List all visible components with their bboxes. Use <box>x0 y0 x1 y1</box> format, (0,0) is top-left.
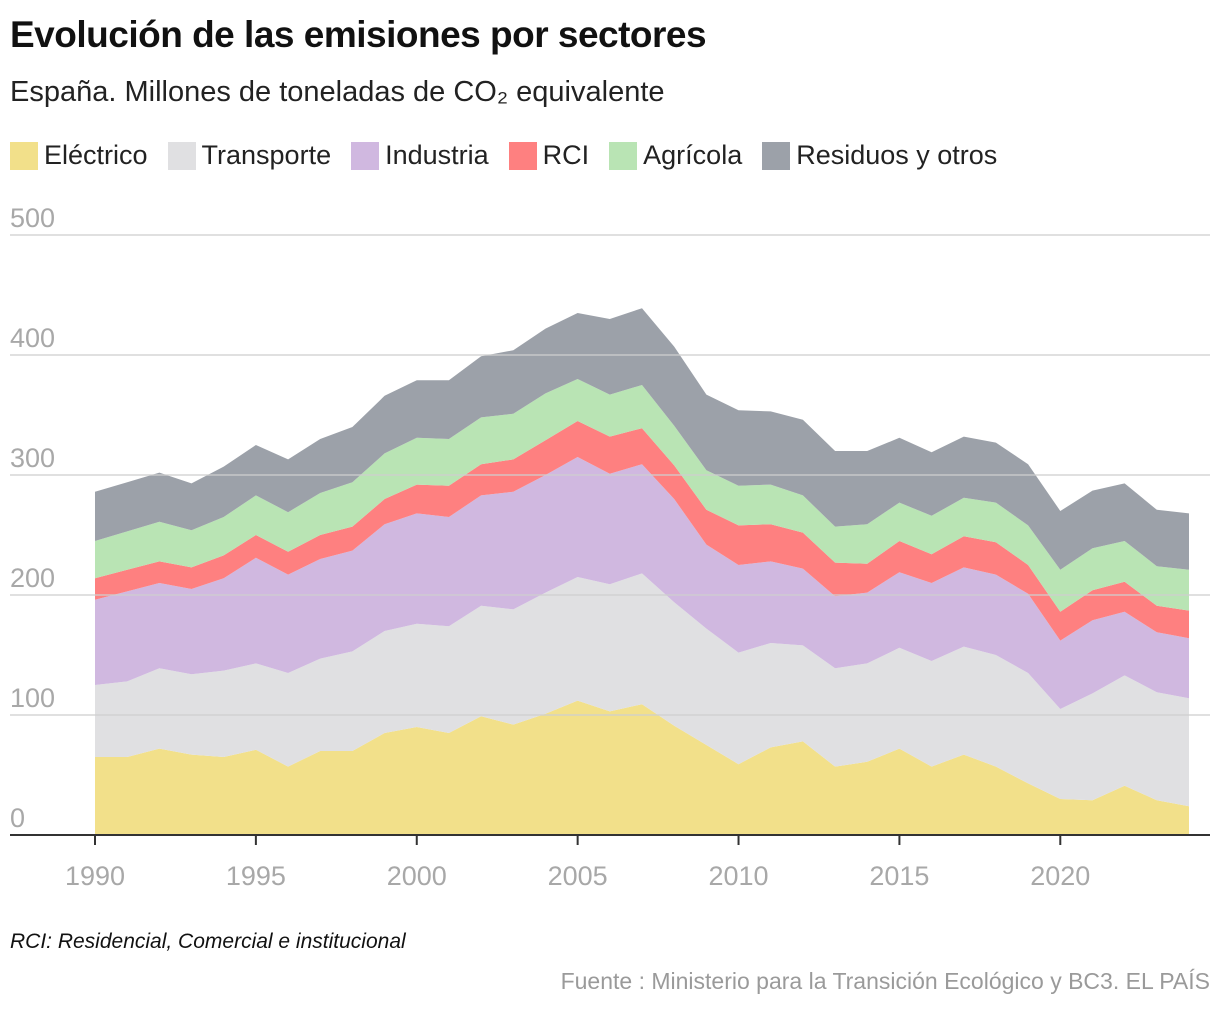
area-rci <box>95 421 1189 641</box>
legend-item-transporte: Transporte <box>167 140 332 171</box>
legend: Eléctrico Transporte Industria RCI Agríc… <box>10 140 997 171</box>
x-tick-label: 2010 <box>708 861 768 891</box>
legend-label: Residuos y otros <box>796 140 998 170</box>
source-credit: Fuente : Ministerio para la Transición E… <box>560 968 1210 994</box>
legend-swatch <box>609 141 638 170</box>
legend-label: Industria <box>385 140 489 170</box>
y-tick-layer: 0 100 200 300 400 500 <box>10 203 55 833</box>
x-tick-label: 2000 <box>387 861 447 891</box>
legend-item-rci: RCI <box>508 140 590 171</box>
y-tick-label: 200 <box>10 563 55 593</box>
y-tick-label: 300 <box>10 443 55 473</box>
chart-title: Evolución de las emisiones por sectores <box>10 14 707 55</box>
y-tick-label: 100 <box>10 683 55 713</box>
legend-label: RCI <box>542 140 590 170</box>
footnote: RCI: Residencial, Comercial e institucio… <box>10 930 406 953</box>
x-tick-label: 2015 <box>869 861 929 891</box>
legend-item-residuos: Residuos y otros <box>762 140 997 171</box>
area-residuos-y-otros <box>95 308 1189 570</box>
legend-swatch <box>762 141 791 170</box>
legend-item-agricola: Agrícola <box>609 140 742 171</box>
legend-swatch <box>10 141 38 170</box>
x-tick-label: 2005 <box>548 861 608 891</box>
legend-swatch <box>508 141 537 170</box>
x-tick-label: 1995 <box>226 861 286 891</box>
y-tick-label: 400 <box>10 323 55 353</box>
y-tick-label: 500 <box>10 203 55 233</box>
x-tick-label: 2020 <box>1030 861 1090 891</box>
legend-label: Eléctrico <box>44 140 148 170</box>
legend-swatch <box>167 141 196 170</box>
area-el-ctrico <box>95 700 1189 835</box>
y-tick-label: 0 <box>10 803 25 833</box>
legend-label: Agrícola <box>643 140 743 170</box>
x-tick-label: 1990 <box>65 861 125 891</box>
legend-item-electrico: Eléctrico <box>10 140 148 171</box>
legend-item-industria: Industria <box>351 140 489 171</box>
area-layer <box>95 308 1189 835</box>
grid-layer <box>10 234 1210 836</box>
x-tick-layer: 1990 1995 2000 2005 2010 2015 2020 <box>65 835 1090 891</box>
area-agr-cola <box>95 379 1189 612</box>
area-transporte <box>95 573 1189 807</box>
chart-subtitle: España. Millones de toneladas de CO₂ equ… <box>10 76 665 108</box>
legend-label: Transporte <box>201 140 332 170</box>
legend-swatch <box>351 141 380 170</box>
stacked-area-chart: 0 100 200 300 400 500 1990 1995 2000 2005 2010 201… <box>10 203 1210 891</box>
area-industria <box>95 457 1189 709</box>
